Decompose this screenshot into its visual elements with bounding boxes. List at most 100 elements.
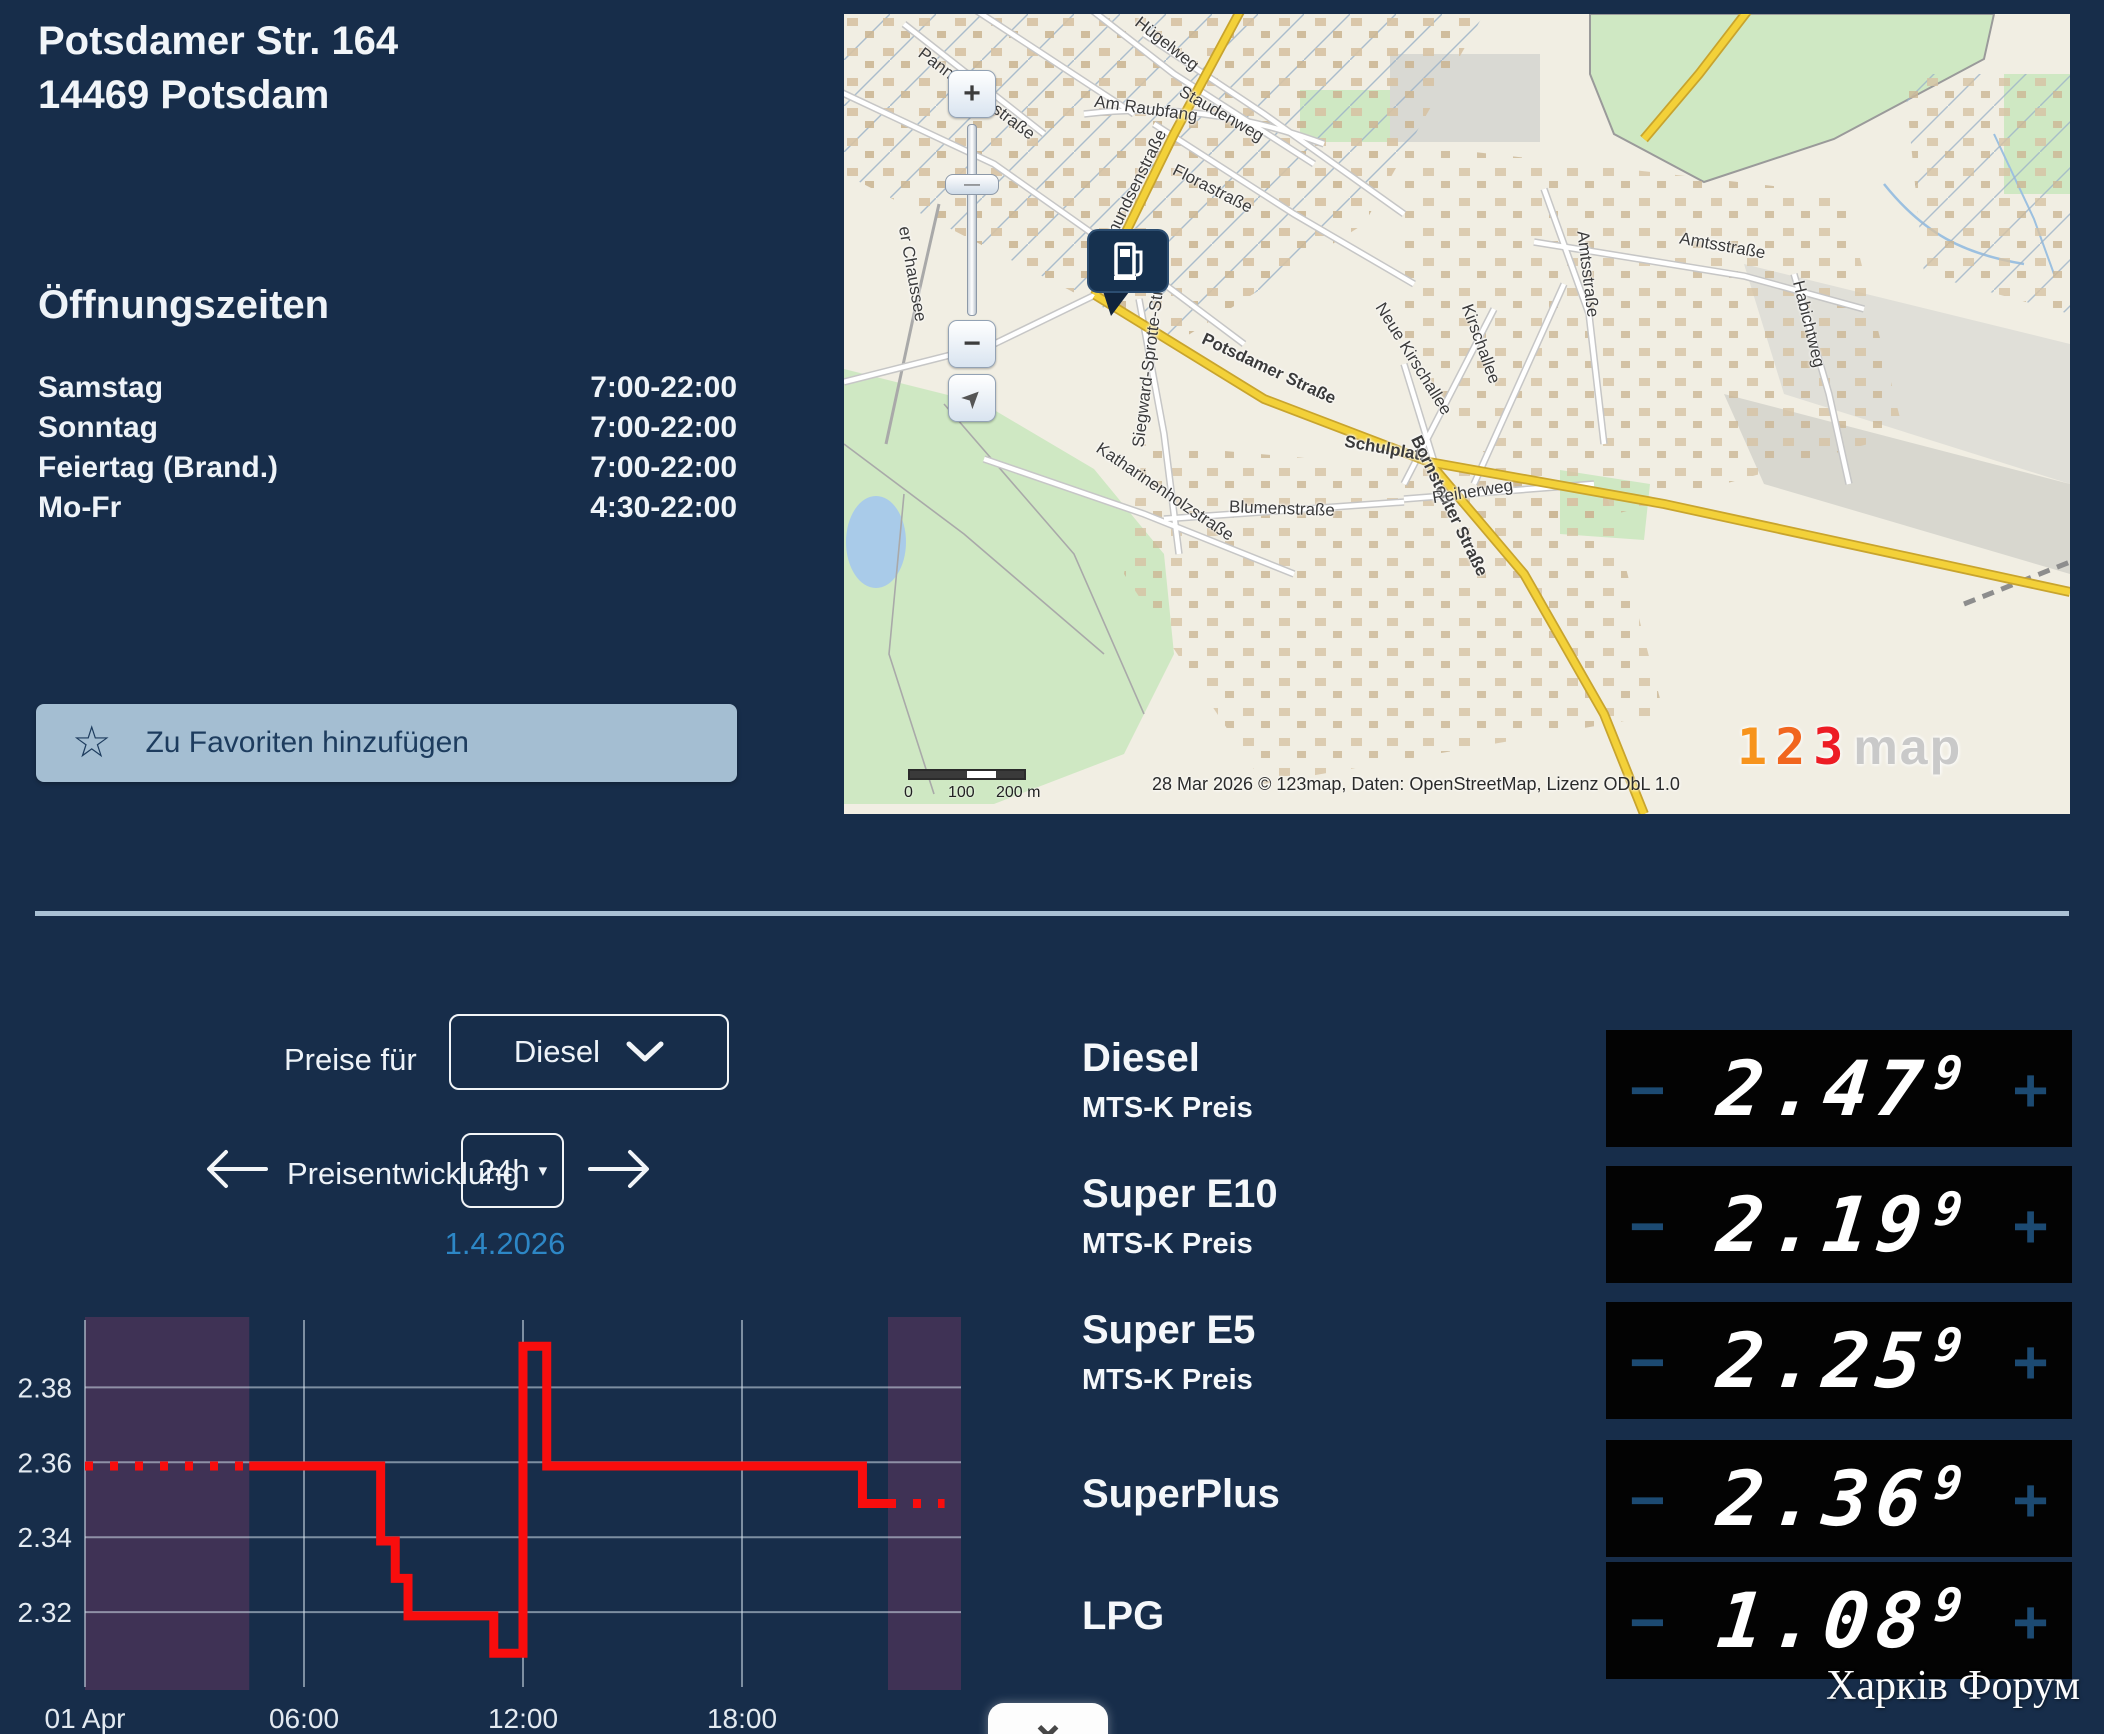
day-label: Mo-Fr (38, 491, 122, 524)
price-superscript: 9 (1931, 1181, 1965, 1236)
opening-hours-row: Feiertag (Brand.) 7:00-22:00 (38, 448, 737, 488)
logo-text: map (1853, 719, 1963, 775)
fuel-price-source: MTS-K Preis (1082, 1364, 1253, 1396)
svg-text:2.38: 2.38 (18, 1372, 73, 1403)
locate-arrow-icon: ➤ (956, 382, 988, 414)
favorites-button-label: Zu Favoriten hinzufügen (145, 726, 469, 759)
previous-period-button[interactable] (202, 1146, 272, 1192)
watermark: Харків Форум (1826, 1663, 2081, 1709)
zoom-slider-handle[interactable]: — (945, 174, 999, 195)
locate-button[interactable]: ➤ (948, 374, 996, 422)
prices-for-label: Preise für (284, 1042, 417, 1077)
opening-hours-title: Öffnungszeiten (38, 283, 330, 327)
zoom-slider-track[interactable] (967, 124, 977, 316)
address-line1: Potsdamer Str. 164 (38, 19, 399, 63)
scale-mid-label: 100 (948, 784, 975, 801)
station-marker[interactable] (1084, 226, 1174, 321)
fuel-price-row: Super E10 MTS-K Preis − 2.19 9 + (1080, 1166, 2072, 1283)
fuel-price-source: MTS-K Preis (1082, 1092, 1253, 1124)
decrease-price-button[interactable]: − (1630, 1054, 1665, 1123)
increase-price-button[interactable]: + (2013, 1054, 2048, 1123)
increase-price-button[interactable]: + (2013, 1326, 2048, 1395)
map-scale-bar (908, 769, 1026, 780)
price-superscript: 9 (1931, 1317, 1965, 1372)
time-range-dropdown[interactable]: 24h ▾ (461, 1133, 564, 1208)
increase-price-button[interactable]: + (2013, 1586, 2048, 1655)
opening-hours-table: Samstag 7:00-22:00 Sonntag 7:00-22:00 Fe… (38, 368, 737, 528)
price-superscript: 9 (1931, 1045, 1965, 1100)
fuel-price-row: SuperPlus − 2.36 9 + (1080, 1440, 2072, 1557)
time-value: 7:00-22:00 (590, 371, 737, 404)
time-range-dropdown-value: 24h (477, 1152, 530, 1188)
scale-end-label: 200 m (996, 784, 1041, 801)
price-main: 2.19 (1713, 1179, 1934, 1269)
time-value: 7:00-22:00 (590, 451, 737, 484)
station-address: Potsdamer Str. 164 14469 Potsdam (38, 14, 398, 122)
section-divider (35, 911, 2069, 916)
price-value: 2.19 9 (1713, 1179, 1965, 1269)
increase-price-button[interactable]: + (2013, 1190, 2048, 1259)
logo-digit-3: 3 (1813, 718, 1844, 776)
fuel-price-row: Super E5 MTS-K Preis − 2.25 9 + (1080, 1302, 2072, 1419)
price-display-panel: − 2.19 9 + (1606, 1166, 2072, 1283)
next-period-button[interactable] (584, 1146, 654, 1192)
zoom-out-button[interactable]: − (948, 320, 996, 368)
svg-text:01 Apr: 01 Apr (45, 1703, 126, 1734)
price-display-panel: − 1.08 9 + (1606, 1562, 2072, 1679)
slider-grip-icon: — (964, 175, 980, 193)
price-history-label: Preisentwicklung (287, 1156, 520, 1191)
day-label: Samstag (38, 371, 164, 404)
collapse-panel-button[interactable]: ⌄ (988, 1698, 1108, 1734)
map[interactable]: Hügelweg Pannenbergstraße Staudenweg Flo… (844, 14, 2070, 814)
fuel-price-row: Diesel MTS-K Preis − 2.47 9 + (1080, 1030, 2072, 1147)
fuel-name: Super E10 (1082, 1172, 1278, 1216)
fuel-type-dropdown-value: Diesel (513, 1034, 601, 1069)
add-to-favorites-button[interactable]: ☆ Zu Favoriten hinzufügen (36, 704, 737, 782)
fuel-name: SuperPlus (1082, 1472, 1280, 1516)
price-history-chart[interactable]: 2.32 2.34 2.36 2.38 01 Apr 06:00 12:00 18:00 (0, 1290, 1050, 1734)
price-value: 2.47 9 (1713, 1043, 1965, 1133)
price-display-panel: − 2.25 9 + (1606, 1302, 2072, 1419)
map-provider-logo: 1 2 3 map (1737, 722, 1962, 772)
time-value: 4:30-22:00 (590, 491, 737, 524)
price-superscript: 9 (1931, 1455, 1965, 1510)
day-label: Feiertag (Brand.) (38, 451, 279, 484)
svg-text:06:00: 06:00 (269, 1703, 339, 1734)
zoom-in-button[interactable]: + (948, 70, 996, 118)
scale-zero-label: 0 (904, 784, 913, 801)
chevron-down-icon: ⌄ (1029, 1698, 1067, 1734)
fuel-name: Diesel (1082, 1036, 1200, 1080)
price-value: 2.25 9 (1713, 1316, 1965, 1405)
svg-text:2.34: 2.34 (18, 1522, 73, 1553)
time-value: 7:00-22:00 (590, 411, 737, 444)
logo-digit-1: 1 (1737, 718, 1768, 776)
opening-hours-row: Mo-Fr 4:30-22:00 (38, 488, 737, 528)
decrease-price-button[interactable]: − (1630, 1326, 1665, 1395)
chart-date-label: 1.4.2026 (444, 1226, 566, 1261)
decrease-price-button[interactable]: − (1630, 1464, 1665, 1533)
price-main: 2.36 (1713, 1453, 1934, 1543)
decrease-price-button[interactable]: − (1630, 1190, 1665, 1259)
price-main: 1.08 (1713, 1575, 1934, 1665)
caret-down-icon: ▾ (538, 1160, 548, 1180)
star-icon: ☆ (72, 718, 112, 767)
svg-text:18:00: 18:00 (707, 1703, 777, 1734)
logo-digit-2: 2 (1775, 718, 1806, 776)
chevron-down-icon (626, 1041, 664, 1062)
fuel-type-dropdown[interactable]: Diesel (449, 1014, 729, 1090)
opening-hours-row: Sonntag 7:00-22:00 (38, 408, 737, 448)
decrease-price-button[interactable]: − (1630, 1586, 1665, 1655)
chart-canvas: 2.32 2.34 2.36 2.38 01 Apr 06:00 12:00 18:00 (18, 1317, 961, 1734)
fuel-price-row: LPG − 1.08 9 + (1080, 1562, 2072, 1679)
day-label: Sonntag (38, 411, 158, 444)
svg-text:12:00: 12:00 (488, 1703, 558, 1734)
price-value: 2.36 9 (1713, 1453, 1965, 1543)
address-line2: 14469 Potsdam (38, 73, 330, 117)
map-canvas (844, 14, 2070, 814)
fuel-name: LPG (1082, 1594, 1165, 1638)
fuel-pump-pin-icon (1087, 229, 1169, 316)
increase-price-button[interactable]: + (2013, 1464, 2048, 1533)
price-main: 2.47 (1713, 1043, 1934, 1133)
minus-icon: − (963, 327, 981, 360)
